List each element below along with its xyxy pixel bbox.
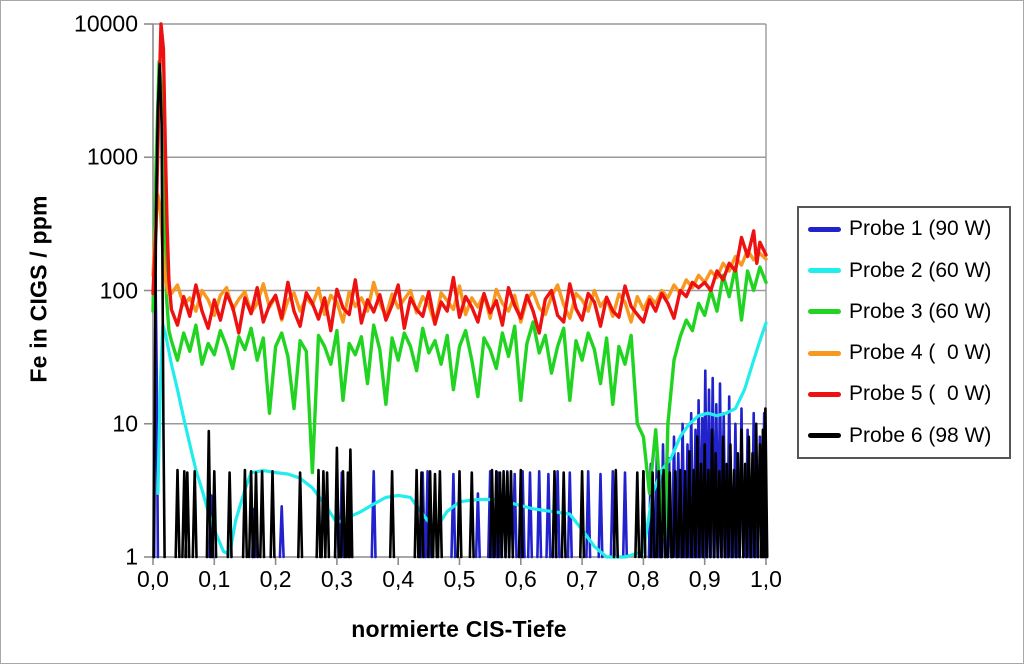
- legend-entry-probe6: Probe 6 (98 W): [799, 416, 1009, 456]
- x-tick-label: 0,0: [137, 566, 169, 592]
- legend-line-swatch: [808, 433, 841, 439]
- legend-label: Probe 5 ( 0 W): [849, 382, 992, 406]
- x-tick-label: 0,9: [688, 566, 721, 592]
- legend-entry-probe2: Probe 2 (60 W): [799, 251, 1009, 291]
- y-tick-label: 100: [99, 277, 138, 303]
- legend-line-swatch: [808, 268, 841, 274]
- series-line-probe2: [156, 321, 768, 559]
- legend-entry-probe3: Probe 3 (60 W): [799, 292, 1009, 332]
- legend-line-swatch: [808, 309, 841, 315]
- x-axis-title: normierte CIS-Tiefe: [351, 616, 567, 642]
- y-tick-label: 1000: [86, 143, 138, 170]
- x-tick-label: 0,5: [443, 566, 476, 592]
- legend-entry-probe1: Probe 1 (90 W): [799, 209, 1009, 249]
- x-tick-label: 0,6: [504, 566, 537, 592]
- x-tick-label: 0,8: [627, 566, 660, 592]
- series-line-probe5: [151, 22, 768, 335]
- x-tick-label: 0,2: [259, 566, 292, 592]
- x-tick-label: 0,7: [566, 566, 599, 592]
- legend-label: Probe 6 (98 W): [849, 423, 992, 447]
- legend-label: Probe 3 (60 W): [849, 299, 992, 323]
- y-tick-label: 10: [112, 410, 138, 437]
- legend-line-swatch: [808, 391, 841, 397]
- legend-entry-probe4: Probe 4 ( 0 W): [799, 333, 1009, 373]
- legend-line-swatch: [808, 226, 841, 232]
- x-tick-label: 0,1: [198, 566, 231, 592]
- y-tick-label: 1: [125, 543, 138, 570]
- y-tick-label: 10000: [74, 10, 138, 37]
- legend-label: Probe 2 (60 W): [849, 258, 992, 282]
- legend-entry-probe5: Probe 5 ( 0 W): [799, 374, 1009, 414]
- legend-box: Probe 1 (90 W) Probe 2 (60 W) Probe 3 (60 …: [797, 206, 1011, 459]
- legend-line-swatch: [808, 350, 841, 356]
- legend-label: Probe 4 ( 0 W): [849, 341, 992, 365]
- x-tick-label: 0,3: [320, 566, 353, 592]
- x-tick-label: 1,0: [750, 566, 782, 592]
- x-tick-label: 0,4: [382, 566, 415, 592]
- series-line-probe6: [152, 62, 769, 559]
- legend-label: Probe 1 (90 W): [849, 217, 992, 241]
